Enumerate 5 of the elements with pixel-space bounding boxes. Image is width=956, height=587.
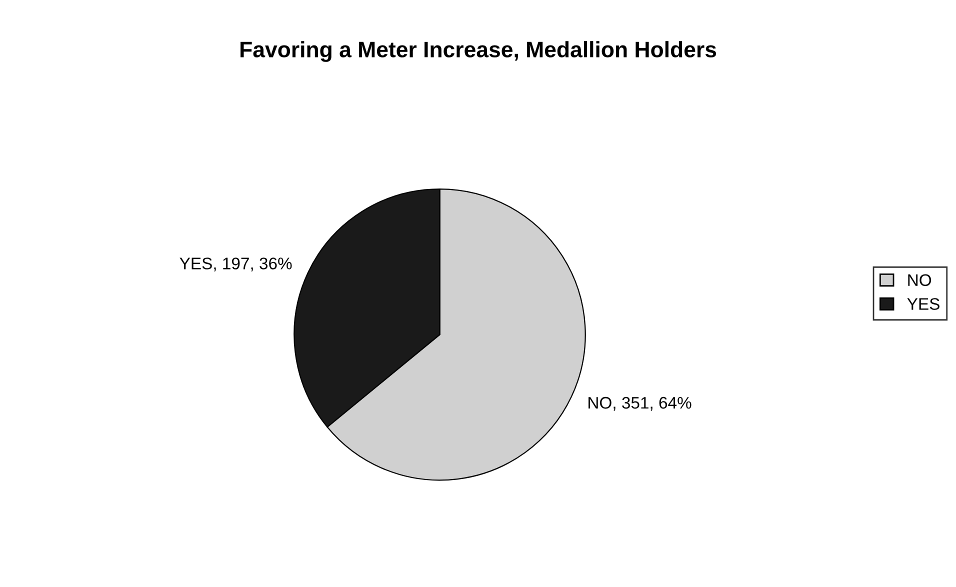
chart-title: Favoring a Meter Increase, Medallion Holders xyxy=(240,41,716,62)
data-label: NO, 351, 64% xyxy=(588,396,692,411)
legend-label: YES xyxy=(907,298,940,310)
legend-label: NO xyxy=(908,274,932,286)
data-label: YES, 197, 36% xyxy=(180,258,292,272)
